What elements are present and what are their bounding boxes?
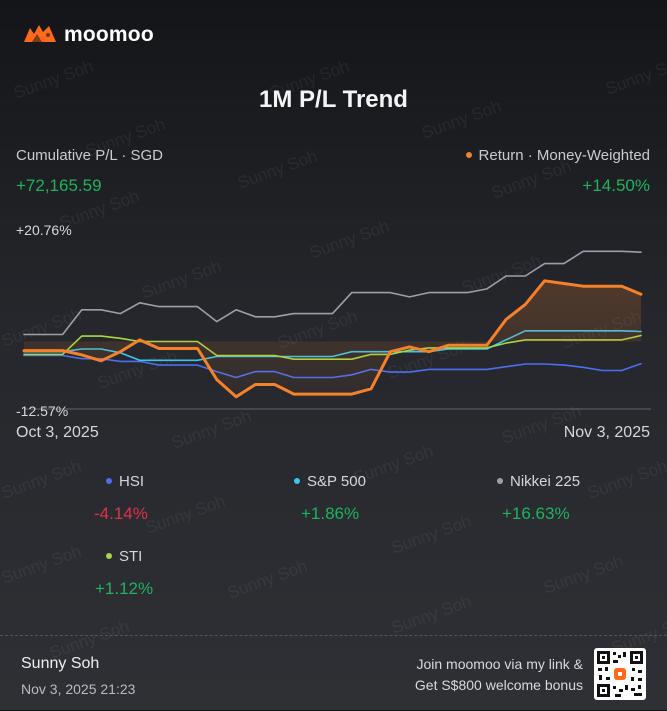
- legend-item-sp500: S&P 500: [294, 473, 366, 491]
- return-label-group: Return · Money-Weighted: [465, 147, 650, 164]
- legend-name: STI: [119, 548, 143, 565]
- legend-item-nikkei: Nikkei 225: [497, 473, 580, 491]
- legend-value-sp500: +1.86%: [301, 504, 360, 523]
- footer-user-name: Sunny Soh: [21, 655, 100, 672]
- axis-top-label: +20.76%: [16, 222, 72, 238]
- series-area-return: [24, 280, 641, 397]
- legend-name: Nikkei 225: [510, 473, 581, 490]
- footer-timestamp: Nov 3, 2025 21:23: [21, 681, 136, 697]
- qr-code[interactable]: [594, 648, 646, 700]
- axis-start-date: Oct 3, 2025: [16, 424, 99, 441]
- moomoo-bull-icon: [24, 25, 56, 42]
- legend-item-sti: STI: [106, 548, 142, 566]
- sp500-dot: [294, 478, 300, 485]
- brand-logo: moomoo: [22, 22, 154, 48]
- promo-line-2: Get S$800 welcome bonus: [414, 677, 583, 693]
- legend-value-nikkei: +16.63%: [502, 504, 570, 523]
- legend-value-hsi: -4.14%: [94, 504, 148, 523]
- axis-end-date: Nov 3, 2025: [563, 424, 650, 441]
- page-title: 1M P/L Trend: [259, 86, 408, 113]
- footer: [0, 635, 667, 711]
- brand-name: moomoo: [64, 23, 154, 46]
- legend-name: HSI: [119, 473, 145, 490]
- legend-name: S&P 500: [307, 473, 366, 490]
- series-line-return: [22, 279, 643, 399]
- qr-code-icon: [597, 651, 643, 697]
- pl-trend-chart: [22, 250, 651, 410]
- promo-line-1: Join moomoo via my link &: [416, 656, 583, 672]
- hsi-dot: [106, 478, 112, 485]
- return-value: +14.50%: [582, 176, 650, 195]
- return-label: Return · Money-Weighted: [478, 147, 650, 164]
- return-legend-dot: [465, 152, 472, 159]
- cumulative-pl-value: +72,165.59: [16, 176, 102, 195]
- legend-value-sti: +1.12%: [95, 579, 154, 598]
- cumulative-pl-label: Cumulative P/L · SGD: [16, 147, 163, 164]
- legend-item-hsi: HSI: [106, 473, 144, 491]
- series-line-nikkei-225: [23, 250, 642, 336]
- nikkei-dot: [497, 478, 503, 485]
- axis-bottom-label: -12.57%: [16, 403, 69, 419]
- sti-dot: [106, 553, 112, 560]
